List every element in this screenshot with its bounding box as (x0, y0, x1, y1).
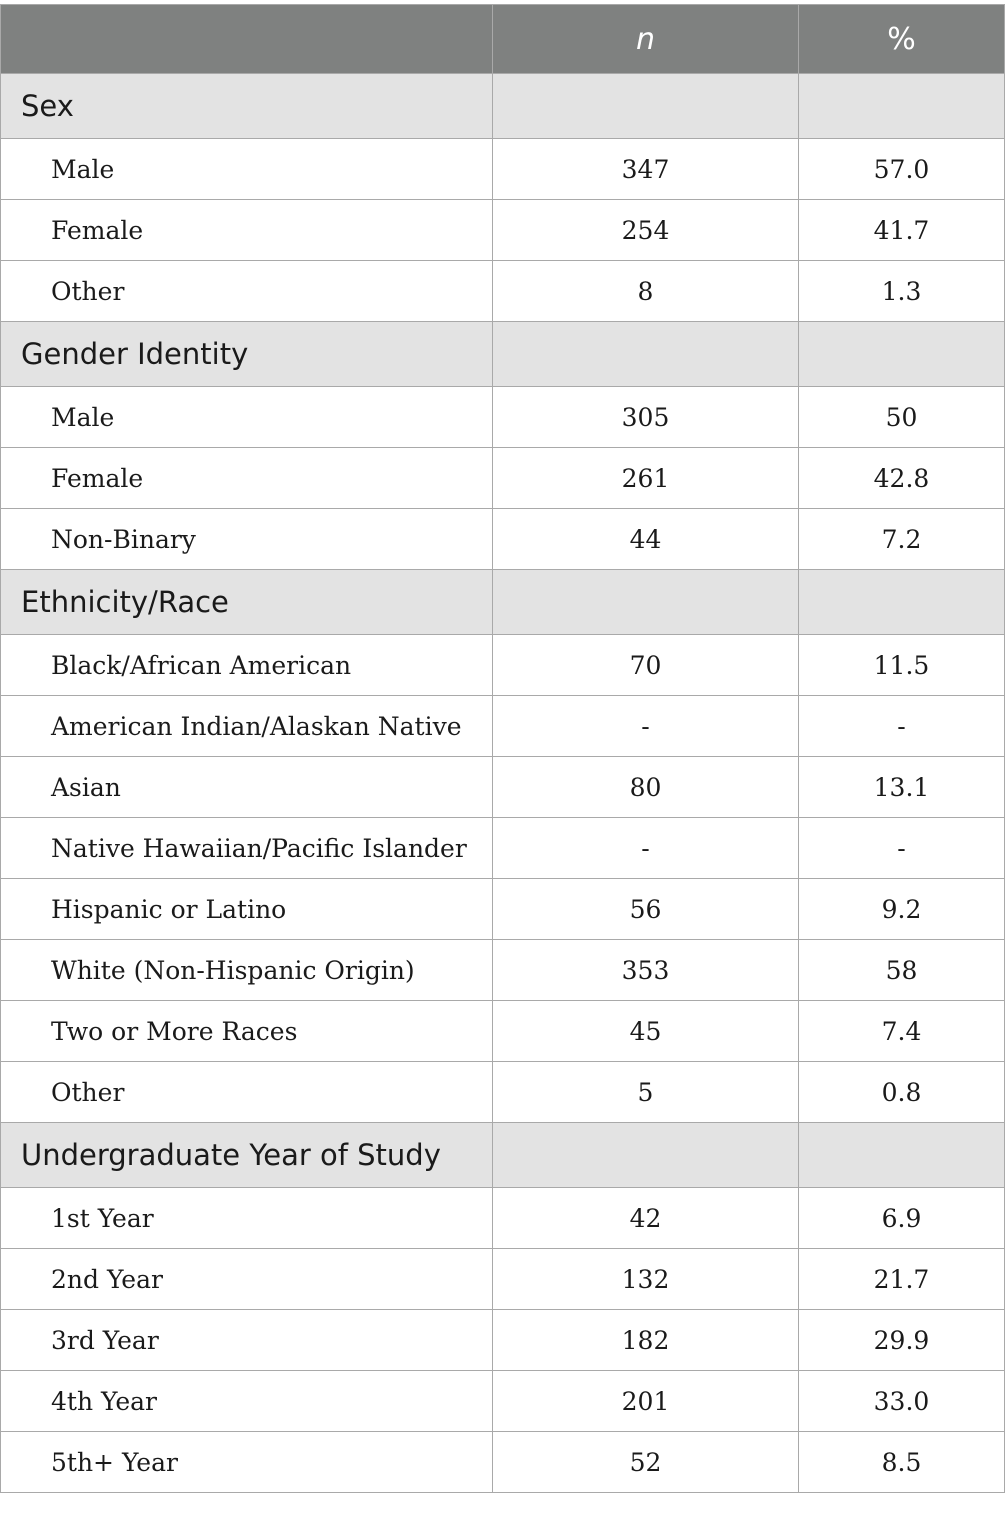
row-label: 1st Year (0, 1187, 493, 1249)
row-count: 347 (492, 138, 799, 200)
section-empty-cell (492, 73, 799, 139)
table-row: 5th+ Year 52 8.5 (0, 1431, 1005, 1493)
section-empty-cell (798, 1122, 1005, 1188)
table-row: Female 254 41.7 (0, 199, 1005, 261)
demographics-table: n % Sex Male 347 57.0 Female 254 41.7 Other 8 1.3… (0, 4, 1005, 1493)
header-n: n (492, 4, 799, 74)
row-count: 182 (492, 1309, 799, 1371)
row-label: Black/African American (0, 634, 493, 696)
row-label: 4th Year (0, 1370, 493, 1432)
row-count: - (492, 695, 799, 757)
row-percent: 11.5 (798, 634, 1005, 696)
row-percent: 41.7 (798, 199, 1005, 261)
section-title: Undergraduate Year of Study (0, 1122, 493, 1188)
row-label: Hispanic or Latino (0, 878, 493, 940)
section-empty-cell (492, 321, 799, 387)
section-title: Sex (0, 73, 493, 139)
section-empty-cell (492, 569, 799, 635)
header-label (0, 4, 493, 74)
row-label: Non-Binary (0, 508, 493, 570)
row-count: 45 (492, 1000, 799, 1062)
row-percent: - (798, 695, 1005, 757)
row-percent: 6.9 (798, 1187, 1005, 1249)
row-count: 56 (492, 878, 799, 940)
section-row: Gender Identity (0, 321, 1005, 387)
section-title: Ethnicity/Race (0, 569, 493, 635)
row-percent: 8.5 (798, 1431, 1005, 1493)
row-label: White (Non-Hispanic Origin) (0, 939, 493, 1001)
row-percent: 21.7 (798, 1248, 1005, 1310)
row-label: Asian (0, 756, 493, 818)
section-empty-cell (492, 1122, 799, 1188)
row-label: 5th+ Year (0, 1431, 493, 1493)
row-count: 132 (492, 1248, 799, 1310)
row-percent: - (798, 817, 1005, 879)
row-count: 52 (492, 1431, 799, 1493)
row-percent: 33.0 (798, 1370, 1005, 1432)
table-row: Asian 80 13.1 (0, 756, 1005, 818)
section-row: Sex (0, 73, 1005, 139)
row-count: - (492, 817, 799, 879)
row-label: Male (0, 386, 493, 448)
row-percent: 57.0 (798, 138, 1005, 200)
table-row: Female 261 42.8 (0, 447, 1005, 509)
row-label: Other (0, 260, 493, 322)
row-percent: 7.2 (798, 508, 1005, 570)
table-row: American Indian/Alaskan Native - - (0, 695, 1005, 757)
table-row: Two or More Races 45 7.4 (0, 1000, 1005, 1062)
row-count: 8 (492, 260, 799, 322)
row-percent: 50 (798, 386, 1005, 448)
table-row: 2nd Year 132 21.7 (0, 1248, 1005, 1310)
row-label: Two or More Races (0, 1000, 493, 1062)
table-row: Native Hawaiian/Pacific Islander - - (0, 817, 1005, 879)
row-count: 305 (492, 386, 799, 448)
table-row: Non-Binary 44 7.2 (0, 508, 1005, 570)
row-percent: 1.3 (798, 260, 1005, 322)
section-row: Undergraduate Year of Study (0, 1122, 1005, 1188)
table-row: Other 8 1.3 (0, 260, 1005, 322)
table-row: Other 5 0.8 (0, 1061, 1005, 1123)
section-empty-cell (798, 73, 1005, 139)
row-percent: 42.8 (798, 447, 1005, 509)
row-count: 261 (492, 447, 799, 509)
header-row: n % (0, 4, 1005, 74)
row-percent: 9.2 (798, 878, 1005, 940)
table-row: 3rd Year 182 29.9 (0, 1309, 1005, 1371)
row-label: Native Hawaiian/Pacific Islander (0, 817, 493, 879)
row-count: 80 (492, 756, 799, 818)
row-label: Female (0, 447, 493, 509)
row-percent: 0.8 (798, 1061, 1005, 1123)
row-percent: 7.4 (798, 1000, 1005, 1062)
row-label: 2nd Year (0, 1248, 493, 1310)
table-header: n % (0, 4, 1005, 74)
table-body: Sex Male 347 57.0 Female 254 41.7 Other 8 1.3 Gend… (0, 73, 1005, 1493)
table-row: Male 347 57.0 (0, 138, 1005, 200)
table-row: Male 305 50 (0, 386, 1005, 448)
table-row: White (Non-Hispanic Origin) 353 58 (0, 939, 1005, 1001)
header-percent: % (798, 4, 1005, 74)
table-row: 1st Year 42 6.9 (0, 1187, 1005, 1249)
row-count: 5 (492, 1061, 799, 1123)
row-count: 201 (492, 1370, 799, 1432)
table-row: 4th Year 201 33.0 (0, 1370, 1005, 1432)
row-label: Other (0, 1061, 493, 1123)
row-count: 42 (492, 1187, 799, 1249)
section-empty-cell (798, 569, 1005, 635)
row-label: Male (0, 138, 493, 200)
table-row: Hispanic or Latino 56 9.2 (0, 878, 1005, 940)
section-row: Ethnicity/Race (0, 569, 1005, 635)
table-row: Black/African American 70 11.5 (0, 634, 1005, 696)
row-percent: 58 (798, 939, 1005, 1001)
row-percent: 29.9 (798, 1309, 1005, 1371)
row-percent: 13.1 (798, 756, 1005, 818)
section-empty-cell (798, 321, 1005, 387)
row-count: 254 (492, 199, 799, 261)
row-label: Female (0, 199, 493, 261)
row-label: 3rd Year (0, 1309, 493, 1371)
row-count: 70 (492, 634, 799, 696)
row-count: 44 (492, 508, 799, 570)
row-count: 353 (492, 939, 799, 1001)
section-title: Gender Identity (0, 321, 493, 387)
row-label: American Indian/Alaskan Native (0, 695, 493, 757)
